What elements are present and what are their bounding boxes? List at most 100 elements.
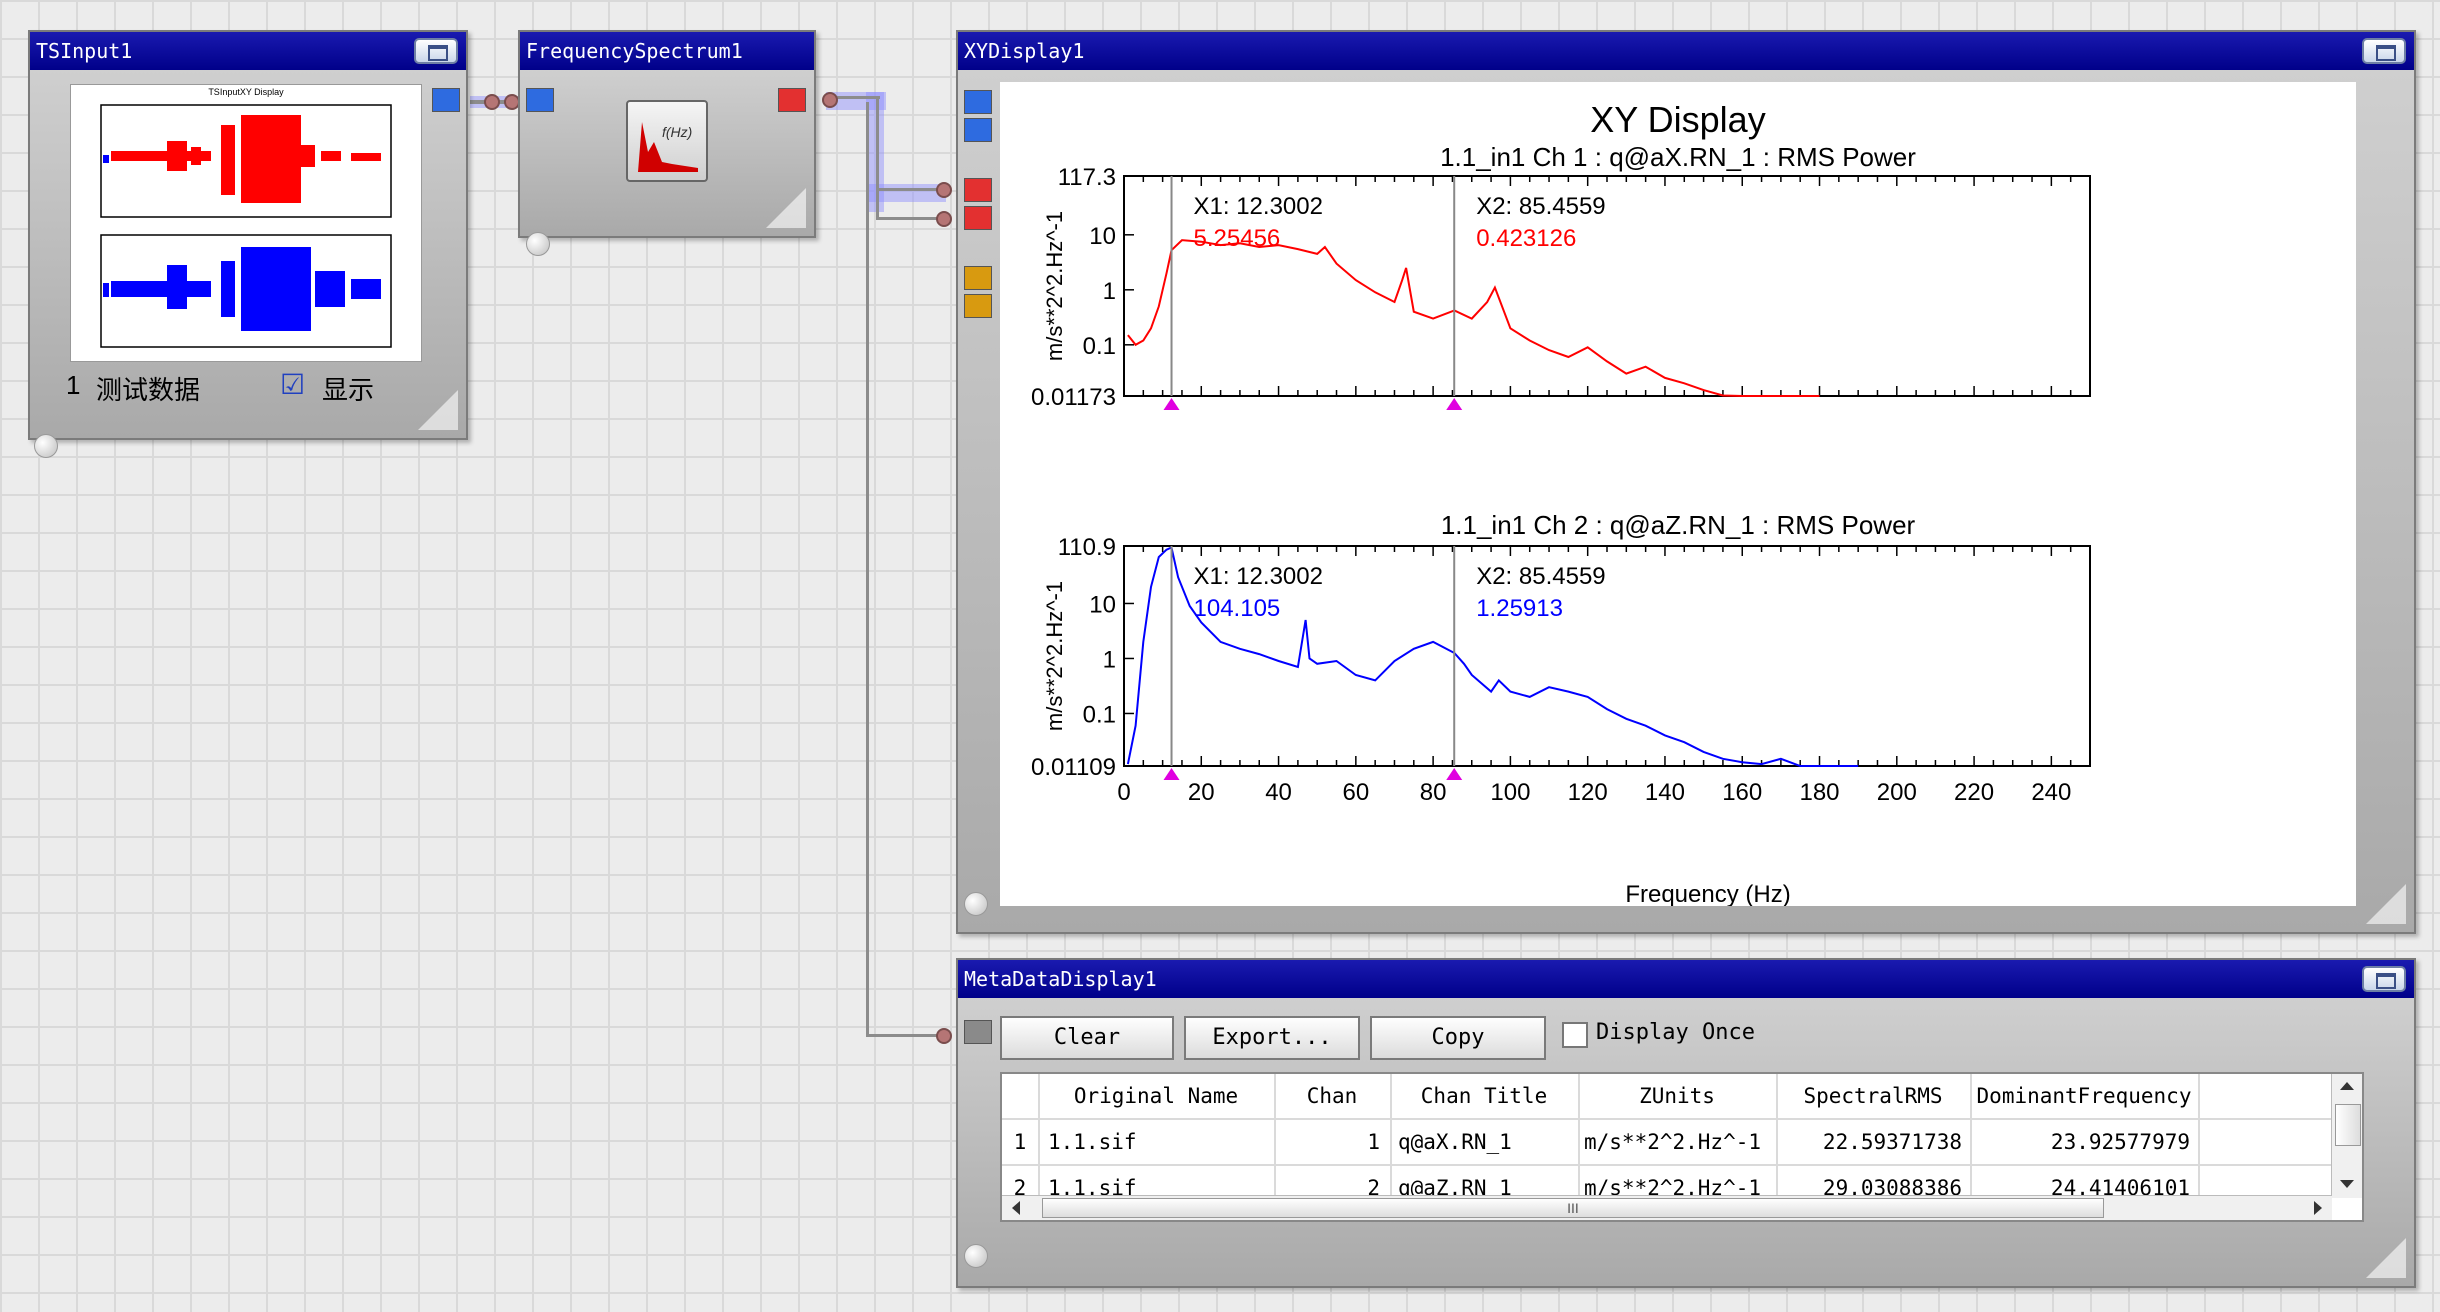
y-tick-label: 0.1 bbox=[1083, 333, 1116, 360]
output-port[interactable] bbox=[778, 88, 806, 112]
y-tick-label: 110.9 bbox=[1058, 534, 1116, 561]
ch1-port-b[interactable] bbox=[964, 118, 992, 142]
x-tick-label: 120 bbox=[1568, 779, 1608, 806]
vertical-scrollbar[interactable] bbox=[2331, 1074, 2362, 1198]
node-title[interactable]: TSInput1 bbox=[30, 32, 466, 70]
cursor-value: 104.105 bbox=[1194, 595, 1281, 622]
cell-spectral-rms: 22.59371738 bbox=[1822, 1130, 1962, 1154]
row-label: 测试数据 bbox=[96, 375, 201, 405]
scroll-right-icon[interactable] bbox=[2314, 1201, 2322, 1215]
plot-area: XY Display 1.1_in1 Ch 1 : q@aX.RN_1 : RM… bbox=[1000, 82, 2356, 906]
x-axis-label: Frequency (Hz) bbox=[1625, 881, 1790, 906]
status-led bbox=[964, 1244, 988, 1268]
xy-display-node[interactable]: XYDisplay1 XY Display 1.1_in1 Ch 1 : q@a… bbox=[956, 30, 2416, 934]
ch1-port-a[interactable] bbox=[964, 90, 992, 114]
x-tick-label: 80 bbox=[1420, 779, 1447, 806]
cursor-value: 0.423126 bbox=[1476, 225, 1576, 252]
resize-handle[interactable] bbox=[418, 390, 458, 430]
xy-plot[interactable]: XY Display 1.1_in1 Ch 1 : q@aX.RN_1 : RM… bbox=[1000, 82, 2356, 906]
resize-handle[interactable] bbox=[766, 188, 806, 228]
col-header[interactable]: Chan bbox=[1306, 1084, 1358, 1108]
input-port[interactable] bbox=[964, 1020, 992, 1044]
y-tick-label: 0.1 bbox=[1083, 701, 1116, 728]
x-tick-label: 20 bbox=[1188, 779, 1215, 806]
maximize-icon bbox=[428, 45, 448, 61]
metadata-table[interactable]: Original Name Chan Chan Title ZUnits Spe… bbox=[1000, 1072, 2364, 1222]
scroll-thumb[interactable] bbox=[2335, 1104, 2361, 1146]
cell-original-name: 1.1.sif bbox=[1048, 1130, 1137, 1154]
y-axis-label: m/s**2^2.Hz^-1 bbox=[1042, 211, 1067, 361]
cursor-marker bbox=[1446, 768, 1463, 780]
maximize-button[interactable] bbox=[2362, 966, 2406, 992]
cursor-label: X1: 12.3002 bbox=[1194, 193, 1323, 220]
metadata-display-node[interactable]: MetaDataDisplay1 Clear Export... Copy Di… bbox=[956, 958, 2416, 1288]
resize-handle[interactable] bbox=[2366, 1238, 2406, 1278]
scroll-down-icon[interactable] bbox=[2340, 1180, 2354, 1188]
ts-input-node[interactable]: TSInput1 TSInputXY Display bbox=[28, 30, 468, 458]
y-tick-label: 1 bbox=[1103, 646, 1116, 673]
x-tick-label: 200 bbox=[1877, 779, 1917, 806]
copy-button[interactable]: Copy bbox=[1370, 1016, 1546, 1060]
row-index: 2 bbox=[1013, 1176, 1027, 1200]
display-once-checkbox[interactable] bbox=[1562, 1022, 1588, 1048]
cell-zunits: m/s**2^2.Hz^-1 bbox=[1584, 1130, 1762, 1154]
maximize-button[interactable] bbox=[414, 38, 458, 64]
waveform-preview: TSInputXY Display bbox=[70, 84, 422, 362]
cursor-label: X1: 12.3002 bbox=[1194, 563, 1323, 590]
scroll-up-icon[interactable] bbox=[2340, 1082, 2354, 1090]
spectrum-icon-label: f(Hz) bbox=[662, 124, 693, 140]
spectrum-icon: f(Hz) bbox=[626, 100, 708, 182]
cursor-value: 5.25456 bbox=[1194, 225, 1281, 252]
status-led bbox=[964, 892, 988, 916]
cursor-marker bbox=[1163, 398, 1180, 410]
clear-button[interactable]: Clear bbox=[1000, 1016, 1174, 1060]
col-header[interactable]: DominantFrequency bbox=[1976, 1084, 2192, 1108]
col-header[interactable]: SpectralRMS bbox=[1803, 1084, 1943, 1108]
node-title[interactable]: XYDisplay1 bbox=[958, 32, 2414, 70]
ch3-port-a[interactable] bbox=[964, 266, 992, 290]
chart-title: XY Display bbox=[1590, 99, 1765, 140]
node-title[interactable]: FrequencySpectrum1 bbox=[520, 32, 814, 70]
ch2-waveform bbox=[103, 247, 381, 331]
y-tick-label: 10 bbox=[1089, 223, 1116, 250]
maximize-icon bbox=[2376, 45, 2396, 61]
maximize-icon bbox=[2376, 973, 2396, 989]
x-tick-label: 180 bbox=[1799, 779, 1839, 806]
x-tick-label: 160 bbox=[1722, 779, 1762, 806]
x-tick-label: 220 bbox=[1954, 779, 1994, 806]
toolbar: Clear Export... Copy Display Once bbox=[1000, 1010, 2364, 1066]
scroll-thumb[interactable]: III bbox=[1042, 1198, 2104, 1218]
col-header[interactable]: ZUnits bbox=[1639, 1084, 1715, 1108]
cursor-value: 1.25913 bbox=[1476, 595, 1563, 622]
x-tick-label: 60 bbox=[1342, 779, 1369, 806]
scroll-left-icon[interactable] bbox=[1012, 1201, 1020, 1215]
y-axis-label: m/s**2^2.Hz^-1 bbox=[1042, 581, 1067, 731]
node-body: TSInputXY Display bbox=[30, 70, 466, 458]
frequency-spectrum-node[interactable]: FrequencySpectrum1 f(Hz) bbox=[518, 30, 816, 256]
output-port[interactable] bbox=[432, 88, 460, 112]
col-header[interactable]: Chan Title bbox=[1420, 1084, 1548, 1108]
status-led bbox=[526, 232, 550, 256]
x-tick-label: 40 bbox=[1265, 779, 1292, 806]
ch3-port-b[interactable] bbox=[964, 294, 992, 318]
input-port[interactable] bbox=[526, 88, 554, 112]
ch1-subtitle: 1.1_in1 Ch 1 : q@aX.RN_1 : RMS Power bbox=[1440, 142, 1916, 172]
resize-handle[interactable] bbox=[2366, 884, 2406, 924]
node-title[interactable]: MetaDataDisplay1 bbox=[958, 960, 2414, 998]
ch2-port-b[interactable] bbox=[964, 206, 992, 230]
status-led bbox=[34, 434, 58, 458]
y-tick-label: 0.01109 bbox=[1031, 754, 1116, 781]
cell-chan-title: q@aX.RN_1 bbox=[1398, 1130, 1512, 1154]
ch2-port-a[interactable] bbox=[964, 178, 992, 202]
y-tick-label: 10 bbox=[1089, 591, 1116, 618]
y-tick-label: 1 bbox=[1103, 278, 1116, 305]
cursor-label: X2: 85.4559 bbox=[1476, 193, 1605, 220]
horizontal-scrollbar[interactable]: III bbox=[1002, 1195, 2332, 1220]
col-header[interactable]: Original Name bbox=[1073, 1084, 1239, 1108]
maximize-button[interactable] bbox=[2362, 38, 2406, 64]
show-checkbox[interactable]: ☑ bbox=[280, 369, 306, 400]
plot-1: 117.3 10 1 0.1 0.01173 m/s**2^2.Hz^-1 X1: 12.3… bbox=[1031, 164, 2091, 411]
display-once-label: Display Once bbox=[1596, 1020, 1755, 1045]
ch2-subtitle: 1.1_in1 Ch 2 : q@aZ.RN_1 : RMS Power bbox=[1441, 510, 1916, 540]
export-button[interactable]: Export... bbox=[1184, 1016, 1360, 1060]
